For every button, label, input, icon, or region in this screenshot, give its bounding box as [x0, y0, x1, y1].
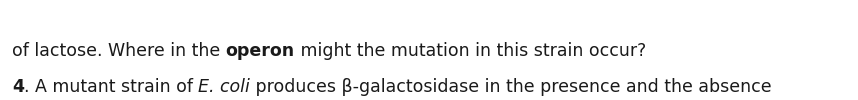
Text: 4: 4	[12, 78, 24, 96]
Text: might the mutation in this strain occur?: might the mutation in this strain occur?	[295, 42, 646, 60]
Text: operon: operon	[226, 42, 295, 60]
Text: E. coli: E. coli	[198, 78, 251, 96]
Text: produces β-galactosidase in the presence and the absence: produces β-galactosidase in the presence…	[251, 78, 772, 96]
Text: of lactose. Where in the: of lactose. Where in the	[12, 42, 226, 60]
Text: . A mutant strain of: . A mutant strain of	[24, 78, 198, 96]
